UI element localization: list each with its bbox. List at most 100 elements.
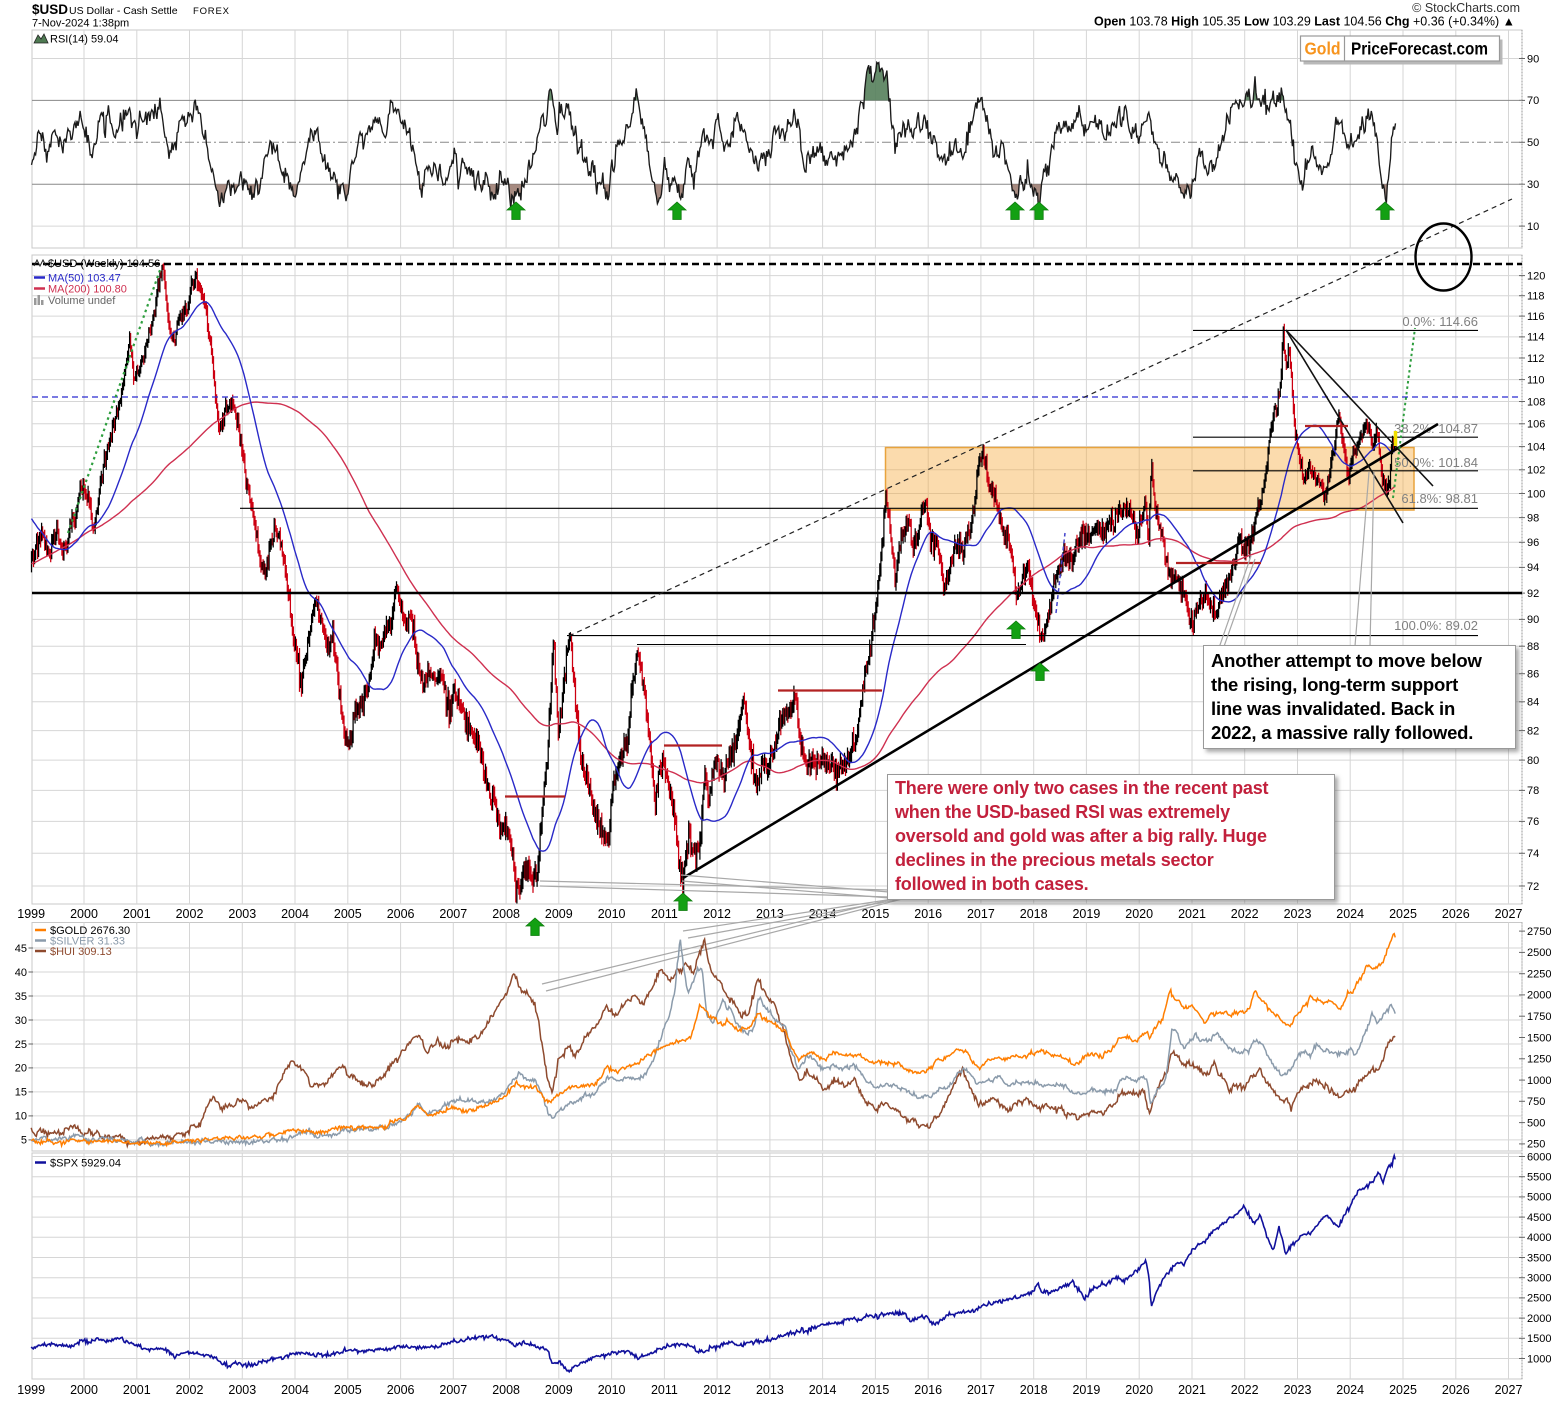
svg-text:2014: 2014	[809, 1383, 837, 1396]
svg-text:2500: 2500	[1527, 947, 1551, 959]
svg-text:5000: 5000	[1527, 1192, 1551, 1204]
svg-text:© StockCharts.com: © StockCharts.com	[1412, 1, 1520, 15]
svg-text:2000: 2000	[70, 907, 98, 921]
svg-text:MA(200) 100.80: MA(200) 100.80	[48, 284, 127, 296]
svg-text:7-Nov-2024 1:38pm: 7-Nov-2024 1:38pm	[32, 18, 129, 30]
svg-text:100: 100	[1527, 488, 1545, 500]
svg-text:2017: 2017	[967, 907, 995, 921]
svg-text:2000: 2000	[1527, 1313, 1551, 1325]
svg-text:15: 15	[15, 1087, 27, 1099]
svg-text:2250: 2250	[1527, 969, 1551, 981]
svg-text:40: 40	[15, 967, 27, 979]
svg-text:2001: 2001	[123, 907, 151, 921]
svg-text:30: 30	[1527, 179, 1539, 191]
svg-text:2018: 2018	[1020, 1383, 1048, 1396]
svg-text:2015: 2015	[861, 907, 889, 921]
svg-text:1750: 1750	[1527, 1011, 1551, 1023]
svg-text:2016: 2016	[914, 1383, 942, 1396]
svg-text:98: 98	[1527, 512, 1539, 524]
svg-text:2750: 2750	[1527, 926, 1551, 938]
svg-text:MA(50) 103.47: MA(50) 103.47	[48, 273, 121, 285]
svg-text:45: 45	[15, 943, 27, 955]
svg-text:2006: 2006	[387, 1383, 415, 1396]
svg-text:70: 70	[1527, 95, 1539, 107]
svg-text:2020: 2020	[1125, 1383, 1153, 1396]
svg-text:2004: 2004	[281, 1383, 309, 1396]
svg-text:120: 120	[1527, 270, 1545, 282]
svg-text:112: 112	[1527, 353, 1545, 365]
svg-text:90: 90	[1527, 53, 1539, 65]
svg-text:2005: 2005	[334, 1383, 362, 1396]
svg-text:2016: 2016	[914, 907, 942, 921]
svg-text:2013: 2013	[756, 907, 784, 921]
svg-text:2015: 2015	[861, 1383, 889, 1396]
svg-text:84: 84	[1527, 697, 1539, 709]
svg-text:2019: 2019	[1072, 1383, 1100, 1396]
svg-text:2020: 2020	[1125, 907, 1153, 921]
svg-text:$SPX 5929.04: $SPX 5929.04	[50, 1158, 121, 1170]
svg-text:2018: 2018	[1020, 907, 1048, 921]
svg-text:76: 76	[1527, 816, 1539, 828]
svg-text:$USD (Weekly) 104.56: $USD (Weekly) 104.56	[48, 258, 160, 270]
svg-text:10: 10	[15, 1111, 27, 1123]
svg-text:2023: 2023	[1284, 1383, 1312, 1396]
svg-text:100.0%: 89.02: 100.0%: 89.02	[1394, 618, 1478, 633]
svg-text:110: 110	[1527, 374, 1545, 386]
svg-text:$GOLD 2676.30: $GOLD 2676.30	[50, 925, 130, 937]
svg-text:2027: 2027	[1495, 1383, 1523, 1396]
svg-text:106: 106	[1527, 419, 1545, 431]
svg-text:96: 96	[1527, 537, 1539, 549]
svg-text:72: 72	[1527, 881, 1539, 893]
svg-text:2010: 2010	[598, 1383, 626, 1396]
svg-text:2026: 2026	[1442, 907, 1470, 921]
svg-text:5500: 5500	[1527, 1172, 1551, 1184]
svg-text:25: 25	[15, 1039, 27, 1051]
svg-text:38.2%: 104.87: 38.2%: 104.87	[1394, 421, 1478, 436]
svg-text:82: 82	[1527, 725, 1539, 737]
svg-text:2003: 2003	[228, 907, 256, 921]
svg-text:2025: 2025	[1389, 1383, 1417, 1396]
svg-text:2027: 2027	[1495, 907, 1523, 921]
svg-text:0.0%: 114.66: 0.0%: 114.66	[1402, 314, 1478, 329]
svg-text:2500: 2500	[1527, 1293, 1551, 1305]
svg-text:1500: 1500	[1527, 1032, 1551, 1044]
svg-text:2021: 2021	[1178, 907, 1206, 921]
svg-text:2005: 2005	[334, 907, 362, 921]
svg-text:92: 92	[1527, 588, 1539, 600]
svg-text:250: 250	[1527, 1139, 1545, 1151]
svg-text:10: 10	[1527, 221, 1539, 233]
svg-text:$HUI 309.13: $HUI 309.13	[50, 946, 112, 958]
svg-text:78: 78	[1527, 785, 1539, 797]
svg-text:RSI(14) 59.04: RSI(14) 59.04	[50, 34, 118, 46]
svg-text:3500: 3500	[1527, 1252, 1551, 1264]
svg-text:108: 108	[1527, 396, 1545, 408]
svg-text:114: 114	[1527, 332, 1545, 344]
svg-text:2011: 2011	[651, 1383, 678, 1396]
svg-text:2009: 2009	[545, 907, 573, 921]
svg-text:61.8%: 98.81: 61.8%: 98.81	[1401, 491, 1478, 506]
svg-text:2007: 2007	[439, 1383, 467, 1396]
svg-text:1250: 1250	[1527, 1054, 1551, 1066]
svg-text:2011: 2011	[651, 907, 678, 921]
svg-text:2023: 2023	[1284, 907, 1312, 921]
svg-text:102: 102	[1527, 465, 1545, 477]
svg-text:6000: 6000	[1527, 1151, 1551, 1163]
svg-text:1500: 1500	[1527, 1333, 1551, 1345]
svg-text:2008: 2008	[492, 907, 520, 921]
svg-text:104: 104	[1527, 441, 1545, 453]
svg-text:PriceForecast.com: PriceForecast.com	[1351, 39, 1488, 59]
svg-text:2009: 2009	[545, 1383, 573, 1396]
svg-text:2021: 2021	[1178, 1383, 1206, 1396]
svg-text:2007: 2007	[439, 907, 467, 921]
svg-text:2000: 2000	[70, 1383, 98, 1396]
svg-text:2019: 2019	[1072, 907, 1100, 921]
svg-text:FOREX: FOREX	[193, 6, 230, 17]
svg-text:4500: 4500	[1527, 1212, 1551, 1224]
svg-text:2002: 2002	[176, 907, 204, 921]
svg-text:2022: 2022	[1231, 1383, 1259, 1396]
svg-text:88: 88	[1527, 641, 1539, 653]
svg-text:116: 116	[1527, 311, 1545, 323]
svg-text:2004: 2004	[281, 907, 309, 921]
svg-text:1999: 1999	[17, 907, 45, 921]
svg-text:74: 74	[1527, 848, 1539, 860]
